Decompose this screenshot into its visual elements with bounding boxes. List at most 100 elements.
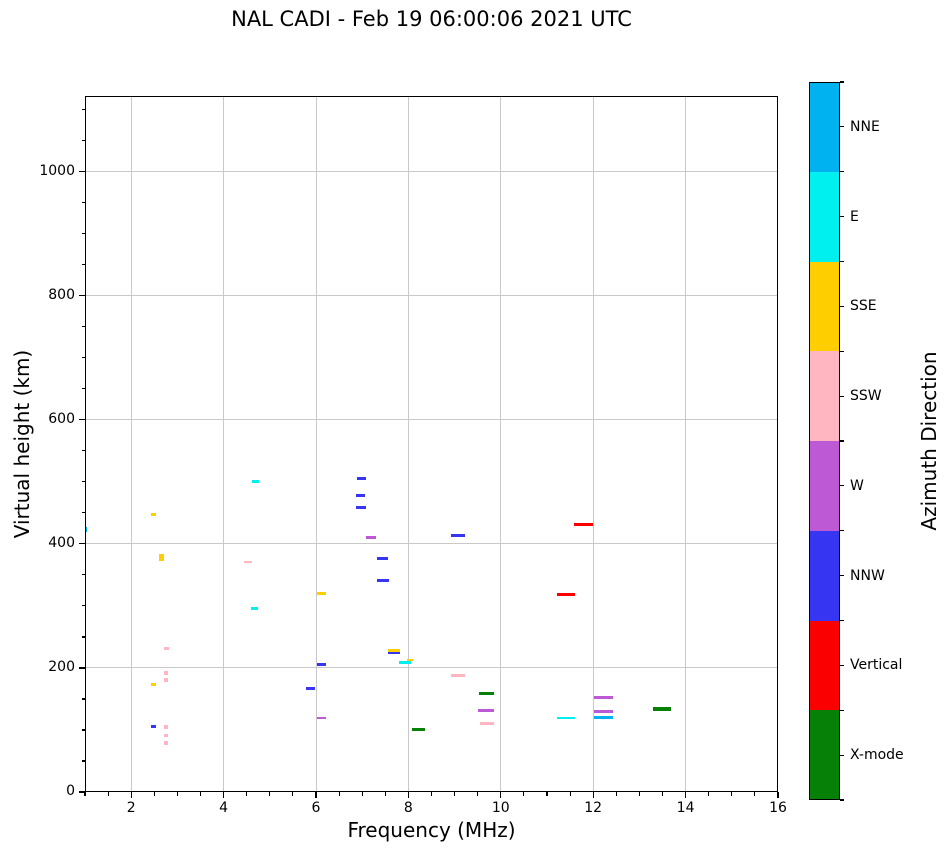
x-tick-major-2 (130, 792, 132, 798)
colorbar-mid-tick-x-mode (840, 754, 844, 756)
x-tick-minor-1 (84, 792, 86, 796)
data-point-nnw-18 (356, 477, 366, 481)
data-point-ssw-3 (163, 647, 169, 651)
gridline-y-200 (85, 667, 778, 669)
y-tick-minor-100 (81, 729, 85, 731)
data-point-e-11 (251, 480, 259, 484)
x-tick-label-16: 16 (769, 800, 787, 816)
x-tick-major-10 (500, 792, 502, 798)
y-tick-label-800: 800 (48, 286, 75, 303)
x-axis-label: Frequency (MHz) (347, 818, 516, 842)
y-tick-minor-950 (81, 202, 85, 204)
colorbar-mid-tick-nnw (840, 575, 844, 577)
data-point-ssw-5 (164, 678, 169, 683)
data-point-sse-27 (406, 659, 413, 662)
data-point-nne-39 (593, 716, 613, 720)
colorbar-boundary-tick-0 (840, 81, 844, 83)
colorbar-boundary-tick-6 (840, 619, 844, 622)
y-axis-label: Virtual height (km) (10, 349, 34, 539)
x-tick-label-6: 6 (311, 800, 321, 816)
data-point-ssw-30 (451, 673, 466, 677)
x-tick-label-2: 2 (126, 800, 136, 816)
colorbar-boundary-tick-5 (840, 530, 844, 532)
x-tick-minor-7.5 (384, 792, 386, 796)
data-point-nnw-20 (355, 505, 366, 509)
y-tick-major-0 (79, 791, 85, 793)
data-point-sse-6 (151, 683, 157, 687)
y-tick-minor-850 (81, 264, 85, 266)
colorbar-label-e: E (850, 208, 859, 225)
x-tick-label-4: 4 (219, 800, 229, 816)
x-tick-minor-2.5 (153, 792, 155, 796)
y-tick-minor-500 (81, 481, 85, 483)
gridline-x-12 (592, 96, 594, 792)
colorbar-segment-nnw (809, 530, 840, 621)
colorbar-segment-nne (809, 82, 840, 172)
data-point-w-37 (593, 696, 613, 700)
y-tick-minor-750 (81, 326, 85, 328)
x-tick-minor-14.5 (708, 792, 710, 796)
y-tick-major-800 (79, 295, 85, 297)
data-point-x-mode-28 (412, 727, 426, 731)
x-tick-major-14 (685, 792, 687, 798)
gridline-y-400 (85, 543, 778, 545)
x-tick-label-14: 14 (676, 800, 695, 816)
data-point-e-26 (399, 660, 412, 664)
y-tick-label-200: 200 (48, 658, 75, 675)
y-tick-major-400 (79, 543, 85, 545)
data-point-ssw-9 (164, 734, 169, 738)
x-tick-minor-10.5 (523, 792, 525, 796)
data-point-nnw-15 (317, 663, 327, 667)
data-point-nnw-7 (151, 724, 157, 728)
x-tick-major-12 (592, 792, 594, 798)
x-tick-minor-8.5 (430, 792, 433, 796)
data-point-nnw-22 (377, 557, 389, 561)
x-tick-minor-3 (176, 792, 178, 796)
y-tick-minor-550 (81, 450, 85, 452)
y-tick-major-200 (79, 667, 85, 669)
data-point-ssw-4 (164, 670, 169, 675)
colorbar-label-w: W (850, 477, 864, 494)
y-tick-minor-450 (81, 512, 85, 514)
colorbar-segment-e (809, 171, 840, 262)
x-tick-major-8 (407, 792, 409, 798)
data-point-vertical-34 (557, 592, 576, 596)
colorbar-label-vertical: Vertical (850, 657, 903, 674)
gridline-y-800 (85, 295, 778, 297)
colorbar-boundary-tick-4 (840, 440, 844, 442)
gridline-y-1000 (85, 171, 778, 173)
data-point-ssw-33 (479, 721, 494, 725)
gridline-y-600 (85, 419, 778, 421)
x-tick-minor-6.5 (338, 792, 340, 796)
colorbar-segment-w (809, 441, 840, 531)
x-tick-minor-5.5 (292, 792, 294, 796)
gridline-x-10 (500, 96, 502, 792)
colorbar-mid-tick-sse (840, 305, 844, 307)
colorbar-mid-tick-w (840, 485, 844, 487)
colorbar-label-x-mode: X-mode (850, 747, 904, 764)
y-tick-label-1000: 1000 (39, 162, 75, 179)
data-point-nne-0 (85, 527, 87, 533)
data-point-nnw-23 (376, 578, 389, 582)
y-tick-minor-900 (81, 233, 85, 235)
data-point-sse-24 (388, 649, 401, 653)
data-point-e-35 (557, 717, 576, 720)
x-tick-minor-3.5 (199, 792, 202, 796)
y-tick-minor-650 (81, 388, 85, 390)
y-tick-label-0: 0 (66, 783, 75, 799)
y-tick-minor-700 (81, 357, 85, 359)
y-tick-label-400: 400 (48, 534, 75, 551)
data-point-ssw-10 (164, 740, 169, 745)
azimuth-colorbar (809, 82, 840, 800)
colorbar-boundary-tick-2 (840, 260, 844, 263)
data-point-x-mode-40 (652, 706, 671, 711)
colorbar-mid-tick-e (840, 216, 844, 218)
colorbar-segment-ssw (809, 351, 840, 441)
x-tick-minor-11 (546, 792, 548, 796)
x-tick-minor-7 (361, 792, 363, 796)
data-point-e-13 (251, 606, 259, 610)
data-point-w-38 (594, 710, 614, 714)
x-tick-major-6 (315, 792, 317, 798)
colorbar-segment-vertical (809, 620, 840, 711)
